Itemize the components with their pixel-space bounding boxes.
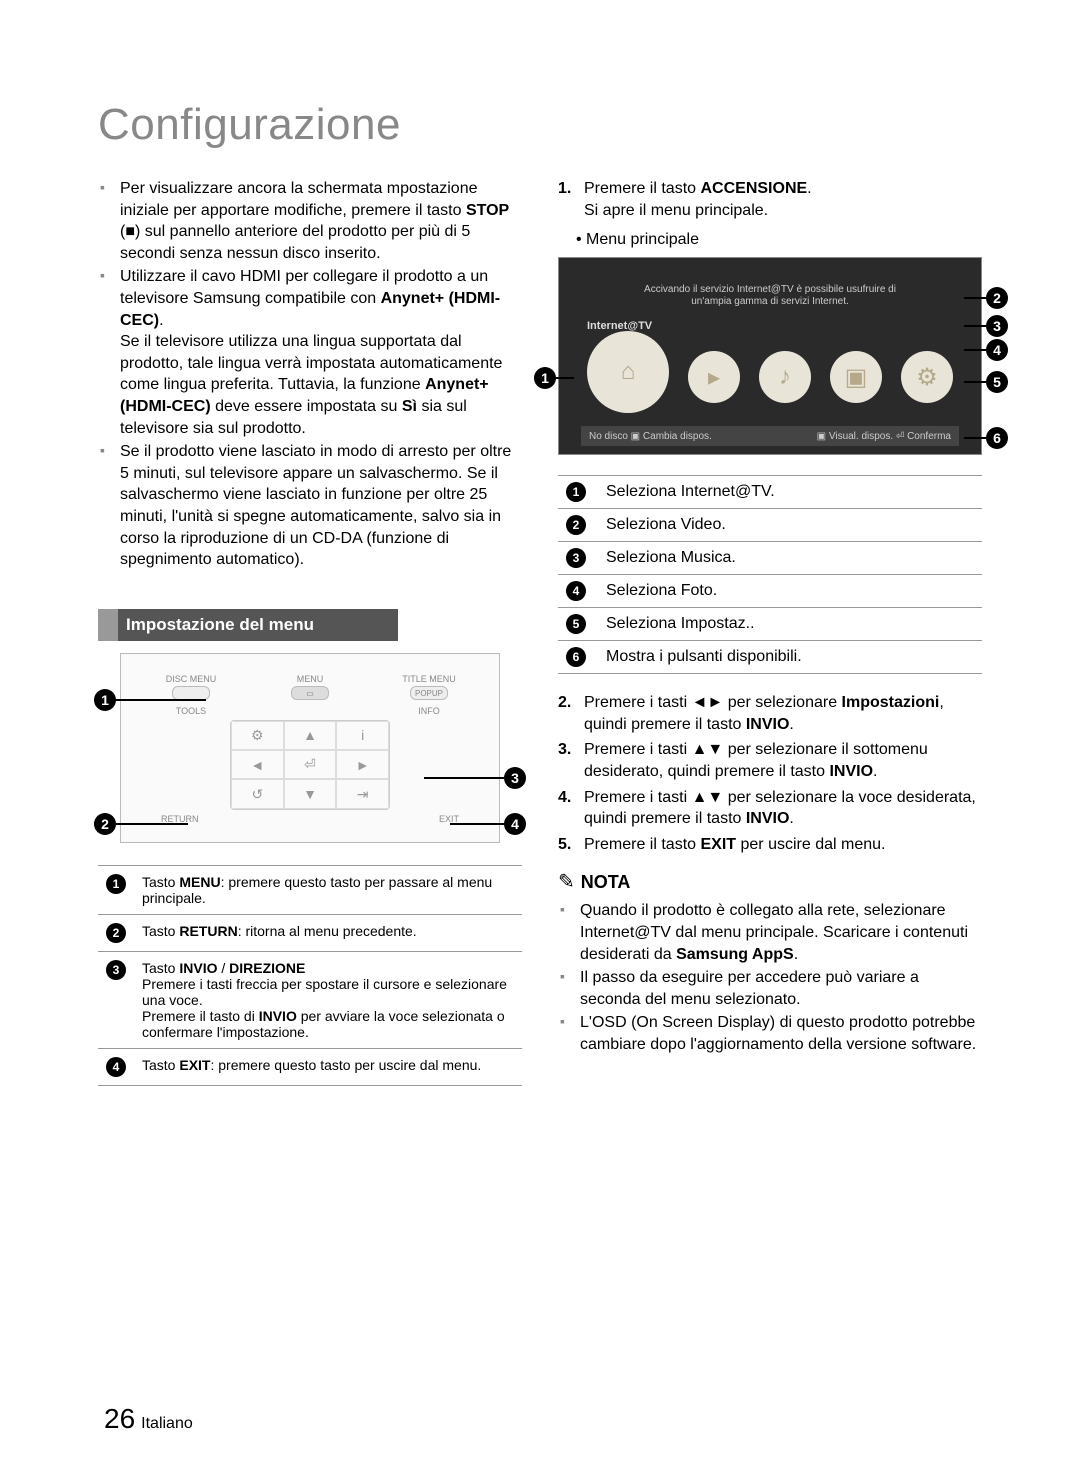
row-desc: Seleziona Impostaz.. [598, 608, 982, 641]
callout-2: 2 [94, 813, 116, 835]
nota-header: ✎NOTA [558, 869, 982, 894]
bullet-item: Utilizzare il cavo HDMI per collegare il… [120, 266, 522, 439]
tv-callout-2: 2 [986, 287, 1008, 309]
row-desc: Seleziona Video. [598, 509, 982, 542]
tv-callout-1: 1 [534, 367, 556, 389]
row-desc: Seleziona Foto. [598, 575, 982, 608]
row-num: 1 [566, 482, 586, 502]
music-icon: ♪ [759, 351, 811, 403]
direction-pad: ⚙▲i ◄⏎► ↺▼⇥ [230, 720, 390, 810]
row-num: 3 [106, 960, 126, 980]
row-desc: Tasto RETURN: ritorna al menu precedente… [134, 914, 522, 951]
nota-item: Quando il prodotto è collegato alla rete… [580, 900, 982, 965]
table-row: 3 Tasto INVIO / DIREZIONEPremere i tasti … [98, 951, 522, 1048]
row-desc: Seleziona Internet@TV. [598, 476, 982, 509]
row-num: 2 [566, 515, 586, 535]
tv-callout-3: 3 [986, 315, 1008, 337]
step-item: Premere il tasto EXIT per uscire dal men… [558, 834, 982, 856]
tv-screenshot: Accivando il servizio Internet@TV è poss… [558, 257, 982, 455]
video-icon: ▸ [688, 351, 740, 403]
table-row: 3 Seleziona Musica. [558, 542, 982, 575]
callout-1: 1 [94, 689, 116, 711]
step-item: Premere i tasti ▲▼ per selezionare la vo… [558, 787, 982, 830]
nota-list: Quando il prodotto è collegato alla rete… [558, 900, 982, 1055]
row-desc: Seleziona Musica. [598, 542, 982, 575]
tv-internet-label: Internet@TV [587, 320, 652, 332]
section-band: Impostazione del menu [98, 609, 398, 641]
row-desc: Tasto INVIO / DIREZIONEPremere i tasti f… [134, 951, 522, 1048]
table-row: 4 Seleziona Foto. [558, 575, 982, 608]
desc-table: 1 Seleziona Internet@TV. 2 Seleziona Video.… [558, 475, 982, 674]
table-row: 2 Tasto RETURN: ritorna al menu precedent… [98, 914, 522, 951]
nota-item: L'OSD (On Screen Display) di questo prod… [580, 1012, 982, 1055]
step-1: Premere il tasto ACCENSIONE.Si apre il m… [558, 178, 982, 221]
bullet-item: Per visualizzare ancora la schermata mpo… [120, 178, 522, 264]
table-row: 1 Seleziona Internet@TV. [558, 476, 982, 509]
step-item: Premere i tasti ◄► per selezionare Impos… [558, 692, 982, 735]
left-bullets: Per visualizzare ancora la schermata mpo… [98, 178, 522, 571]
tv-bar-left: No disco ▣ Cambia dispos. [589, 431, 712, 442]
disc-menu-label: DISC MENU [161, 674, 221, 684]
row-num: 6 [566, 647, 586, 667]
photo-icon: ▣ [830, 351, 882, 403]
row-num: 2 [106, 923, 126, 943]
row-num: 5 [566, 614, 586, 634]
tv-bottom-bar: No disco ▣ Cambia dispos. ▣ Visual. disp… [581, 426, 959, 446]
settings-icon: ⚙ [901, 351, 953, 403]
row-desc: Tasto MENU: premere questo tasto per pas… [134, 865, 522, 914]
internet-icon: ⌂ [587, 331, 669, 413]
tv-bar-right: ▣ Visual. dispos. ⏎ Conferma [817, 431, 951, 442]
row-num: 3 [566, 548, 586, 568]
table-row: 6 Mostra i pulsanti disponibili. [558, 641, 982, 674]
menu-label: MENU [280, 674, 340, 684]
remote-table: 1 Tasto MENU: premere questo tasto per pa… [98, 865, 522, 1086]
note-icon: ✎ [558, 871, 575, 893]
table-row: 2 Seleziona Video. [558, 509, 982, 542]
callout-3: 3 [504, 767, 526, 789]
menu-principale-label: • Menu principale [576, 231, 982, 249]
table-row: 4 Tasto EXIT: premere questo tasto per us… [98, 1048, 522, 1085]
page-title: Configurazione [98, 100, 982, 150]
row-num: 4 [566, 581, 586, 601]
row-desc: Tasto EXIT: premere questo tasto per usc… [134, 1048, 522, 1085]
page-number: 26Italiano [104, 1403, 193, 1435]
table-row: 5 Seleziona Impostaz.. [558, 608, 982, 641]
nota-item: Il passo da eseguire per accedere può va… [580, 967, 982, 1010]
title-menu-label: TITLE MENU [399, 674, 459, 684]
bullet-item: Se il prodotto viene lasciato in modo di… [120, 441, 522, 571]
tv-callout-5: 5 [986, 371, 1008, 393]
table-row: 1 Tasto MENU: premere questo tasto per pa… [98, 865, 522, 914]
callout-4: 4 [504, 813, 526, 835]
row-desc: Mostra i pulsanti disponibili. [598, 641, 982, 674]
steps-rest: Premere i tasti ◄► per selezionare Impos… [558, 692, 982, 855]
step-item: Premere i tasti ▲▼ per selezionare il so… [558, 739, 982, 782]
tv-callout-6: 6 [986, 427, 1008, 449]
tv-callout-4: 4 [986, 339, 1008, 361]
tv-icons: ⌂ ▸ ♪ ▣ ⚙ [587, 346, 953, 408]
row-num: 4 [106, 1057, 126, 1077]
tv-banner: Accivando il servizio Internet@TV è poss… [629, 284, 911, 308]
steps-first: Premere il tasto ACCENSIONE.Si apre il m… [558, 178, 982, 221]
info-label: INFO [399, 706, 459, 716]
row-num: 1 [106, 874, 126, 894]
